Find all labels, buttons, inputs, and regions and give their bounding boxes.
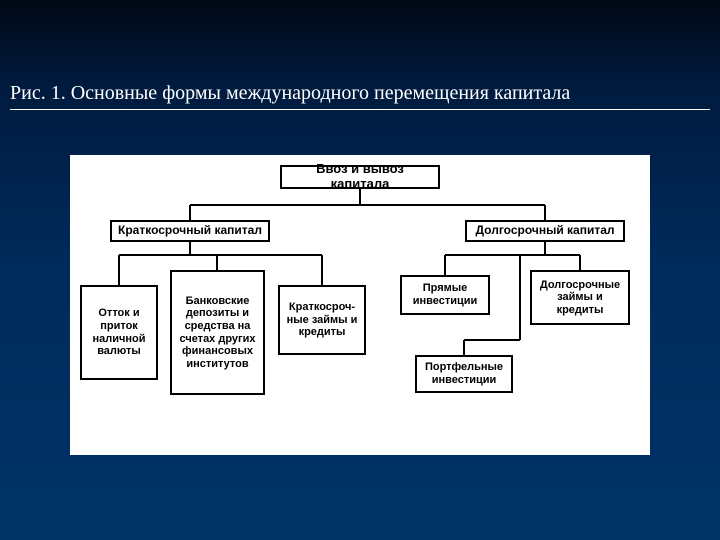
- slide-title: Рис. 1. Основные формы международного пе…: [10, 82, 710, 110]
- node-l2: Банковские депозиты и средства на счетах…: [170, 270, 265, 395]
- node-r2: Долгосрочные займы и кредиты: [530, 270, 630, 325]
- node-short: Краткосрочный капитал: [110, 220, 270, 242]
- node-r1: Прямые инвестиции: [400, 275, 490, 315]
- node-long: Долгосрочный капитал: [465, 220, 625, 242]
- node-r3: Портфельные инвестиции: [415, 355, 513, 393]
- node-l1: Отток и приток наличной валюты: [80, 285, 158, 380]
- node-root: Ввоз и вывоз капитала: [280, 165, 440, 189]
- node-l3: Краткосроч- ные займы и кредиты: [278, 285, 366, 355]
- title-container: Рис. 1. Основные формы международного пе…: [10, 82, 710, 110]
- diagram-canvas: Ввоз и вывоз капитала Краткосрочный капи…: [70, 155, 650, 455]
